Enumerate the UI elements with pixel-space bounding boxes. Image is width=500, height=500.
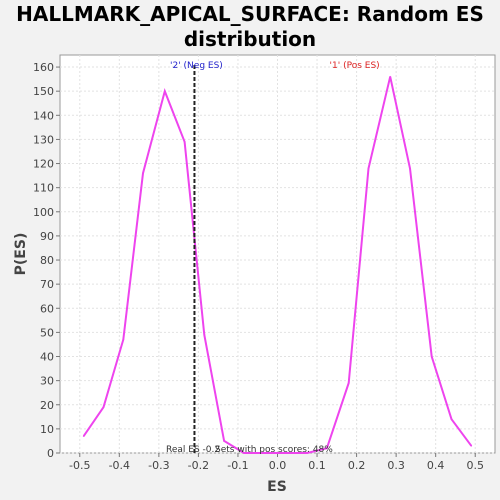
x-tick-label: 0.0 — [269, 459, 287, 472]
y-tick-label: 110 — [33, 182, 54, 195]
data-point — [450, 418, 453, 421]
data-point — [306, 452, 308, 454]
data-point — [430, 355, 433, 358]
x-tick-label: 0.5 — [466, 459, 484, 472]
y-axis-label: P(ES) — [13, 233, 29, 276]
y-tick-label: 120 — [33, 158, 54, 171]
data-point — [264, 452, 267, 454]
x-tick-label: -0.2 — [188, 459, 209, 472]
x-tick-label: 0.1 — [308, 459, 326, 472]
x-tick-label: -0.1 — [227, 459, 248, 472]
data-point — [367, 167, 370, 170]
y-tick-label: 50 — [40, 326, 54, 339]
data-point — [163, 90, 166, 92]
real-es-label: Real ES -0.2 — [166, 445, 220, 455]
y-tick-label: 40 — [40, 351, 54, 364]
data-point — [389, 75, 392, 78]
axis-layer: 0 10 20 30 40 50 60 70 80 90 100 110 120 130 140 150 160… — [33, 61, 484, 472]
data-point — [102, 406, 105, 408]
pos-scores-note: Sets with pos scores: 48% — [215, 445, 333, 455]
x-axis-label: ES — [267, 479, 287, 495]
pos-es-label: '1' (Pos ES) — [330, 61, 380, 71]
x-tick-label: -0.4 — [109, 459, 130, 472]
data-point — [82, 435, 85, 437]
y-tick-label: 10 — [40, 423, 54, 436]
x-tick-label: 0.2 — [348, 459, 366, 472]
y-tick-label: 130 — [33, 133, 54, 146]
chart-title: HALLMARK_APICAL_SURFACE: Random ES distr… — [0, 2, 500, 52]
y-tick-label: 70 — [40, 278, 54, 291]
chart-title-line2: distribution — [183, 27, 317, 51]
data-point — [122, 338, 125, 341]
grid-layer — [60, 55, 495, 454]
data-point — [223, 440, 225, 442]
y-tick-label: 160 — [33, 61, 54, 74]
y-tick-label: 60 — [40, 302, 54, 315]
y-tick-label: 100 — [33, 206, 54, 219]
data-point — [409, 167, 411, 170]
x-tick-label: -0.5 — [69, 459, 90, 472]
annotation-layer: '2' (Neg ES) '1' (Pos ES) Real ES -0.2Sets… — [166, 61, 380, 455]
data-point — [284, 452, 287, 454]
chart-title-line1: HALLMARK_APICAL_SURFACE: Random ES — [16, 2, 484, 26]
x-tick-label: -0.3 — [148, 459, 169, 472]
series-layer — [82, 75, 473, 454]
y-tick-label: 0 — [47, 447, 54, 460]
y-tick-label: 140 — [33, 109, 54, 122]
x-tick-label: 0.4 — [427, 459, 445, 472]
y-tick-label: 20 — [40, 399, 54, 412]
x-tick-label: 0.3 — [387, 459, 405, 472]
y-tick-label: 90 — [40, 230, 54, 243]
neg-es-label: '2' (Neg ES) — [170, 61, 223, 71]
y-tick-label: 30 — [40, 375, 54, 388]
data-point — [142, 172, 144, 174]
data-point — [470, 444, 473, 447]
plot-area — [59, 54, 496, 454]
data-point — [326, 447, 328, 449]
data-point — [243, 452, 245, 454]
series-line — [82, 76, 473, 454]
data-point — [183, 141, 186, 143]
data-point — [203, 334, 206, 336]
y-tick-label: 80 — [40, 254, 54, 267]
y-tick-label: 150 — [33, 85, 54, 98]
data-point — [347, 382, 350, 384]
